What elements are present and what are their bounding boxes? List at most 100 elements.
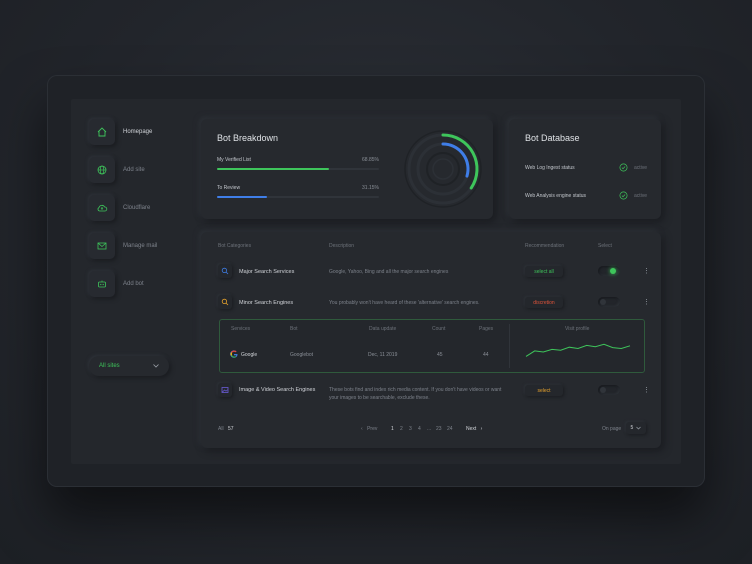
detail-service: Google (241, 352, 258, 358)
page-2[interactable]: 2 (400, 426, 403, 432)
category-description: Google, Yahoo, Bing and all the major se… (329, 269, 449, 275)
db-status-row: Web Analysis engine status active (525, 191, 647, 200)
select-toggle[interactable] (598, 297, 620, 307)
metric-verified: My Verified List 68.85% (217, 157, 379, 170)
page-4[interactable]: 4 (418, 426, 421, 432)
home-icon (89, 119, 115, 145)
sidebar-item-label: Cloudflare (123, 205, 151, 211)
check-circle-icon (619, 191, 628, 200)
detail-count: 45 (437, 352, 443, 358)
metric-label: To Review (217, 185, 241, 191)
db-status-value: active (633, 164, 647, 171)
app-screen: Homepage Add site Cloudflare Manage mail (71, 99, 681, 464)
chevron-right-icon: › (480, 426, 483, 432)
image-video-icon (218, 383, 232, 397)
check-circle-icon (619, 163, 628, 172)
sidebar-item-cloudflare[interactable]: Cloudflare (89, 195, 189, 221)
page-24[interactable]: 24 (447, 426, 453, 432)
progress-fill (217, 168, 329, 170)
select-toggle[interactable] (598, 266, 620, 276)
select-toggle[interactable] (598, 385, 620, 395)
detail-header-date: Data update (369, 326, 397, 332)
category-name: Minor Search Engines (239, 300, 294, 306)
more-options-icon[interactable]: ⋮ (643, 299, 650, 306)
chevron-down-icon (153, 364, 159, 368)
db-status-value: active (633, 192, 647, 199)
category-name: Image & Video Search Engines (239, 387, 316, 393)
detail-bot: Googlebot (290, 352, 314, 358)
progress-bar-to-review (217, 196, 379, 198)
chevron-down-icon (636, 426, 642, 430)
google-logo-icon (230, 350, 238, 358)
site-filter-value: All sites (99, 363, 120, 369)
detail-header-visit-profile: Visit profile (565, 326, 590, 332)
table-row[interactable]: Image & Video Search Engines These bots … (201, 378, 661, 406)
header-recommendation: Recommendation (525, 243, 565, 249)
header-select: Select (598, 243, 612, 249)
header-bot-categories: Bot Categories (218, 243, 252, 249)
metric-percent: 68.85% (362, 157, 379, 163)
chevron-left-icon: ‹ (361, 426, 363, 432)
sidebar: Homepage Add site Cloudflare Manage mail (89, 119, 189, 309)
detail-header-pages: Pages (479, 326, 494, 332)
page-1[interactable]: 1 (391, 426, 394, 432)
toggle-knob (610, 268, 616, 274)
bot-categories-table: Bot Categories Description Recommendatio… (201, 232, 661, 448)
search-services-icon (218, 264, 232, 278)
db-status-label: Web Log Ingest status (525, 164, 575, 171)
detail-divider (509, 324, 510, 368)
recommendation-badge[interactable]: select (525, 385, 563, 396)
page-23[interactable]: 23 (436, 426, 442, 432)
page-3[interactable]: 3 (409, 426, 412, 432)
total-value: 57 (227, 426, 234, 432)
bot-database-card: Bot Database Web Log Ingest status activ… (509, 119, 661, 219)
header-description: Description (329, 243, 355, 249)
laptop-frame: Homepage Add site Cloudflare Manage mail (47, 75, 705, 487)
on-page-label: On page (602, 426, 622, 432)
site-filter-dropdown[interactable]: All sites (89, 356, 169, 376)
bot-icon (89, 271, 115, 297)
ring-arc-to-review (441, 142, 470, 178)
recommendation-badge[interactable]: select all (525, 266, 563, 277)
sidebar-item-add-bot[interactable]: Add bot (89, 271, 189, 297)
detail-pages: 44 (483, 352, 489, 358)
sidebar-item-manage-mail[interactable]: Manage mail (89, 233, 189, 259)
bot-database-title: Bot Database (525, 133, 580, 143)
toggle-knob (600, 387, 606, 393)
metric-to-review: To Review 31.15% (217, 185, 379, 198)
db-status-row: Web Log Ingest status active (525, 163, 647, 172)
table-row[interactable]: Minor Search Engines You probably won't … (201, 288, 661, 316)
detail-header-services: Services (231, 326, 251, 332)
bot-breakdown-title: Bot Breakdown (217, 133, 279, 143)
page-ellipsis: ... (427, 426, 432, 432)
breakdown-ring-chart (404, 130, 482, 208)
category-description: You probably won't have heard of these '… (329, 300, 480, 306)
ring-arc-verified (441, 133, 479, 190)
sidebar-item-homepage[interactable]: Homepage (89, 119, 189, 145)
per-page-select[interactable]: 5 (626, 422, 646, 434)
prev-label: Prev (367, 426, 378, 432)
prev-page-button[interactable]: ‹ Prev (361, 426, 377, 432)
sidebar-item-add-site[interactable]: Add site (89, 157, 189, 183)
next-label: Next (466, 426, 477, 432)
bot-breakdown-card: Bot Breakdown My Verified List 68.85% To… (201, 119, 493, 219)
metric-percent: 31.15% (362, 185, 379, 191)
toggle-knob (600, 299, 606, 305)
detail-header-count: Count (432, 326, 446, 332)
cloud-upload-icon (89, 195, 115, 221)
category-description: These bots find and index rich media con… (329, 387, 502, 401)
next-page-button[interactable]: Next › (466, 426, 482, 432)
category-name: Major Search Services (239, 269, 295, 275)
more-options-icon[interactable]: ⋮ (643, 268, 650, 275)
per-page-value: 5 (630, 425, 634, 431)
visit-profile-sparkline (525, 343, 631, 357)
more-options-icon[interactable]: ⋮ (643, 387, 650, 394)
total-label: All (218, 426, 224, 432)
recommendation-badge[interactable]: discretion (525, 297, 563, 308)
globe-icon (89, 157, 115, 183)
mail-icon (89, 233, 115, 259)
table-row[interactable]: Major Search Services Google, Yahoo, Bin… (201, 257, 661, 285)
expanded-detail-panel: Services Bot Data update Count Pages Vis… (219, 319, 645, 373)
sidebar-item-label: Add site (123, 167, 145, 173)
detail-date: Dec, 11 2019 (368, 352, 398, 358)
